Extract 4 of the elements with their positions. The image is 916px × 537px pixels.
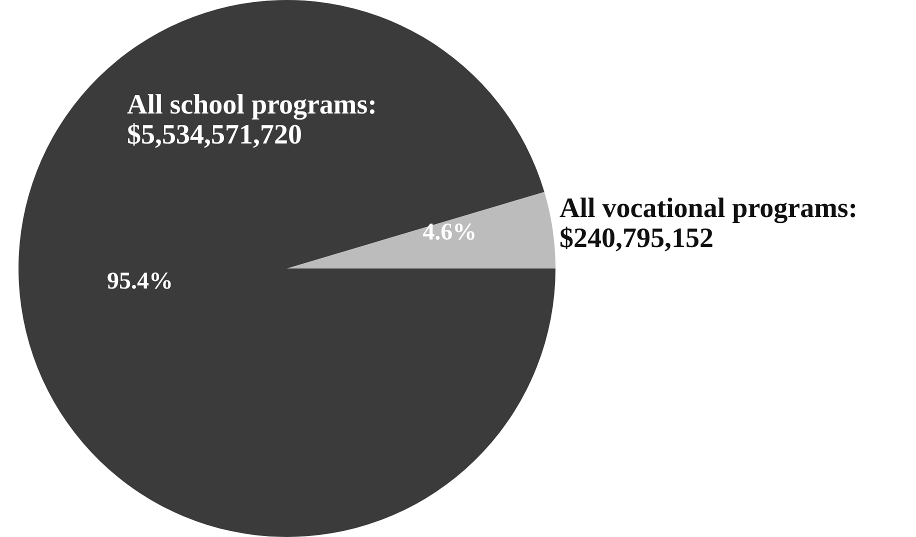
data-label: 95.4% bbox=[106, 268, 173, 295]
slice-label: All vocational programs: $240,795,152 bbox=[560, 193, 858, 254]
slice-label: All school programs: $5,534,571,720 bbox=[127, 90, 377, 151]
data-label: 4.6% bbox=[422, 219, 477, 246]
